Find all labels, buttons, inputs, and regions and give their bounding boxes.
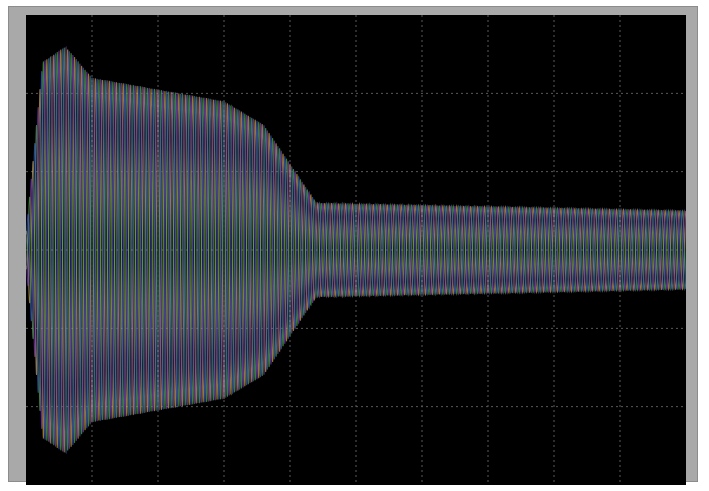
series-line-4 — [26, 48, 686, 455]
scope-screen — [26, 15, 686, 485]
plot-traces — [26, 45, 686, 455]
scope-plot — [26, 15, 686, 485]
series-line-2 — [26, 47, 686, 451]
series-line-1 — [26, 49, 686, 453]
